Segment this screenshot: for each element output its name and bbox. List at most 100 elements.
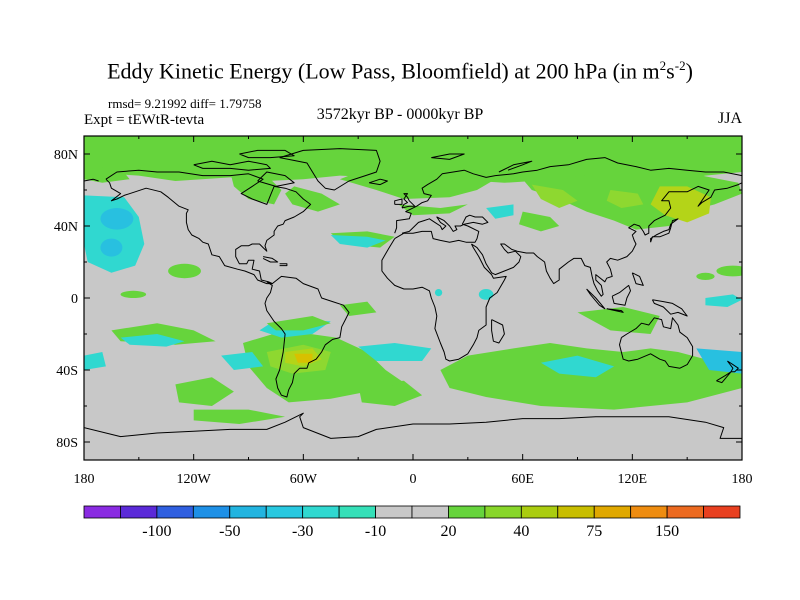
colorbar-label: 20 [440, 523, 456, 540]
australia-coast [619, 317, 694, 369]
colorbar-label: 150 [655, 523, 679, 540]
colorbar-swatch [265, 505, 304, 519]
colorbar-label: 40 [513, 523, 529, 540]
anomaly-region [606, 190, 644, 208]
period-label: 3572kyr BP - 0000kyr BP [316, 106, 484, 123]
colorbar-swatch [120, 505, 158, 519]
colorbar-swatch [229, 505, 267, 519]
anomaly-region [478, 289, 494, 300]
colorbar-swatch [411, 505, 449, 519]
lat-label: 40N [54, 220, 78, 235]
cuba-coast [262, 256, 279, 263]
svalbard-coast [431, 153, 465, 160]
greenland-coast [279, 148, 381, 191]
madagascar-coast [491, 319, 505, 344]
lon-label: 180 [732, 472, 753, 487]
anomaly-region [120, 290, 147, 298]
mediterranean-south-coast [394, 223, 480, 243]
anomaly-region [193, 409, 286, 424]
colorbar-label: -50 [219, 523, 240, 540]
coastline [239, 149, 295, 159]
colorbar-swatch [520, 505, 559, 519]
lat-label: 0 [71, 292, 78, 307]
anomaly-region [100, 208, 134, 230]
anomaly-region [285, 186, 340, 212]
colorbar-label: 75 [586, 523, 602, 540]
anomaly-region [294, 353, 313, 363]
coastline [84, 178, 99, 182]
japan-coast [650, 218, 679, 243]
coastline [394, 198, 403, 205]
figure-title: Eddy Kinetic Energy (Low Pass, Bloomfiel… [107, 58, 693, 84]
anomaly-region [540, 355, 615, 378]
anomaly-region [84, 166, 130, 183]
coastline [606, 308, 624, 313]
asia-coast [471, 182, 742, 297]
africa-coast [381, 238, 507, 362]
anomaly-region [330, 235, 386, 248]
anomaly-region [339, 168, 496, 199]
experiment-label: Expt = tEWtR-tevta [84, 112, 205, 128]
lat-label: 40S [56, 364, 78, 379]
anomaly-region [486, 204, 514, 219]
iceland-coast [368, 178, 388, 186]
anomaly-region [84, 352, 106, 370]
anomaly-region [358, 343, 432, 361]
colorbar: -100 -50 -30 -10 20 40 75 150 [83, 505, 741, 540]
anomaly-region [696, 272, 715, 280]
anomaly-region [577, 307, 660, 334]
anomaly-region [168, 263, 201, 279]
eurasia-north-coast [394, 157, 742, 234]
lat-label: 80N [54, 148, 78, 163]
antarctica-coast [84, 412, 742, 439]
colorbar-swatch [302, 505, 340, 519]
colorbar-swatch [666, 505, 704, 519]
colorbar-label: -100 [142, 523, 171, 540]
colorbar-swatch [448, 505, 486, 519]
anomaly-region [705, 294, 742, 307]
anomaly-region [266, 316, 331, 331]
colorbar-swatch [630, 505, 668, 519]
axis-ticks: 80N 40N 0 40S 80S 180 120W 60W 0 60E 120E 180 [54, 136, 753, 487]
lon-label: 60E [511, 472, 534, 487]
colorbar-swatch [375, 505, 413, 519]
coastlines [84, 148, 742, 439]
britain-coast [401, 193, 416, 209]
lat-label: 80S [56, 436, 78, 451]
anomaly-region [230, 172, 282, 205]
lon-label: 0 [410, 472, 417, 487]
colorbar-label: -30 [292, 523, 313, 540]
anomaly-region [519, 211, 560, 232]
colorbar-swatch [338, 505, 376, 519]
anomaly-region [434, 289, 443, 297]
colorbar-swatch [83, 505, 121, 519]
anomaly-region [175, 377, 234, 406]
mediterranean-north-coast [401, 214, 489, 234]
arctic-islands-coast [193, 160, 271, 171]
colorbar-swatch [484, 505, 522, 519]
colorbar-swatch [593, 505, 632, 519]
colorbar-label: -10 [365, 523, 386, 540]
lon-label: 180 [74, 472, 95, 487]
colorbar-swatch [156, 505, 194, 519]
lon-label: 60W [290, 472, 318, 487]
new-zealand-coast [727, 360, 739, 373]
colorbar-swatch [703, 505, 741, 519]
new-guinea-coast [651, 299, 688, 317]
stats-text: rmsd= 9.21992 diff= 1.79758 [108, 96, 262, 111]
coastline [716, 371, 732, 384]
anomaly-shading [84, 136, 742, 424]
colorbar-swatch [557, 505, 595, 519]
borneo-coast [611, 284, 631, 306]
anomaly-region [716, 265, 742, 277]
season-label: JJA [717, 110, 742, 127]
anomaly-region [221, 352, 264, 370]
lon-label: 120E [618, 472, 648, 487]
anomaly-region [531, 184, 578, 208]
anomaly-region [696, 348, 742, 374]
colorbar-swatch [192, 505, 231, 519]
philippines-coast [631, 272, 644, 286]
north-america-coast [105, 169, 312, 285]
novaya-zemlya-coast [498, 160, 533, 173]
